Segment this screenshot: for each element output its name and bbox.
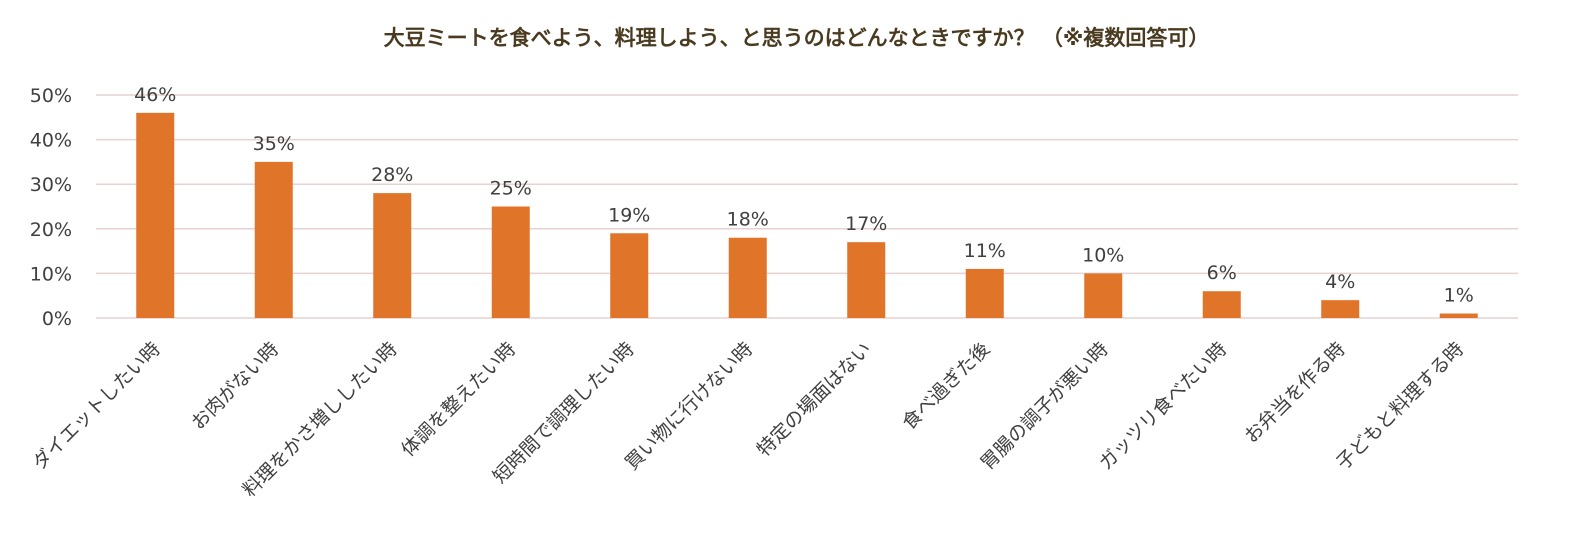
bar — [965, 268, 1004, 318]
bar — [373, 193, 412, 318]
data-label: 4% — [1325, 271, 1355, 293]
bar — [610, 233, 649, 318]
data-label: 17% — [845, 213, 887, 235]
bar — [728, 237, 767, 318]
data-label: 28% — [371, 164, 413, 186]
data-label: 18% — [727, 209, 769, 231]
bar — [1084, 273, 1123, 318]
category-label: 子どもと料理する時 — [1332, 338, 1468, 474]
category-label: 胃腸の調子が悪い時 — [976, 338, 1112, 474]
y-tick-label: 40% — [30, 130, 72, 152]
data-label: 46% — [134, 84, 176, 106]
bar — [1202, 291, 1241, 318]
y-tick-label: 50% — [30, 85, 72, 107]
category-label: お肉がない時 — [187, 338, 283, 434]
category-label: 特定の場面はない — [753, 338, 876, 461]
category-label: 体調を整えたい時 — [397, 338, 520, 461]
data-label: 10% — [1082, 244, 1124, 266]
category-label: ダイエットしたい時 — [28, 338, 164, 474]
category-labels: ダイエットしたい時 お肉がない時料理をかさ増ししたい時体調を整えたい時短時間で調理… — [28, 338, 1468, 501]
category-label: 買い物に行けない時 — [621, 338, 757, 474]
data-label: 11% — [964, 240, 1006, 262]
y-tick-label: 0% — [42, 308, 72, 330]
bar — [491, 206, 530, 318]
grid-lines — [96, 94, 1518, 319]
data-label: 35% — [253, 133, 295, 155]
bar — [136, 112, 175, 318]
bars — [136, 112, 1478, 318]
data-label: 25% — [490, 178, 532, 200]
category-label: お弁当を作る時 — [1240, 338, 1350, 448]
bar — [847, 242, 886, 318]
y-tick-label: 10% — [30, 263, 72, 285]
y-tick-label: 30% — [30, 174, 72, 196]
data-label: 1% — [1444, 285, 1474, 307]
data-label: 6% — [1207, 262, 1237, 284]
bar — [1321, 300, 1360, 318]
bar — [1439, 313, 1478, 318]
y-axis-ticks: 0% 10% 20% 30% 40% 50% — [30, 85, 72, 330]
bar — [254, 161, 293, 318]
chart-title: 大豆ミートを食べよう、料理しよう、と思うのはどんなときですか？ （※複数回答可） — [383, 26, 1210, 50]
data-labels: 46% 35% 28% 25% 19% 18% 17% 11% 10% 6% 4% 1% — [134, 84, 1474, 307]
category-label: ガッツリ食べたい時 — [1095, 338, 1231, 474]
data-label: 19% — [608, 204, 650, 226]
y-tick-label: 20% — [30, 219, 72, 241]
category-label: 食べ過ぎた後 — [898, 338, 994, 434]
